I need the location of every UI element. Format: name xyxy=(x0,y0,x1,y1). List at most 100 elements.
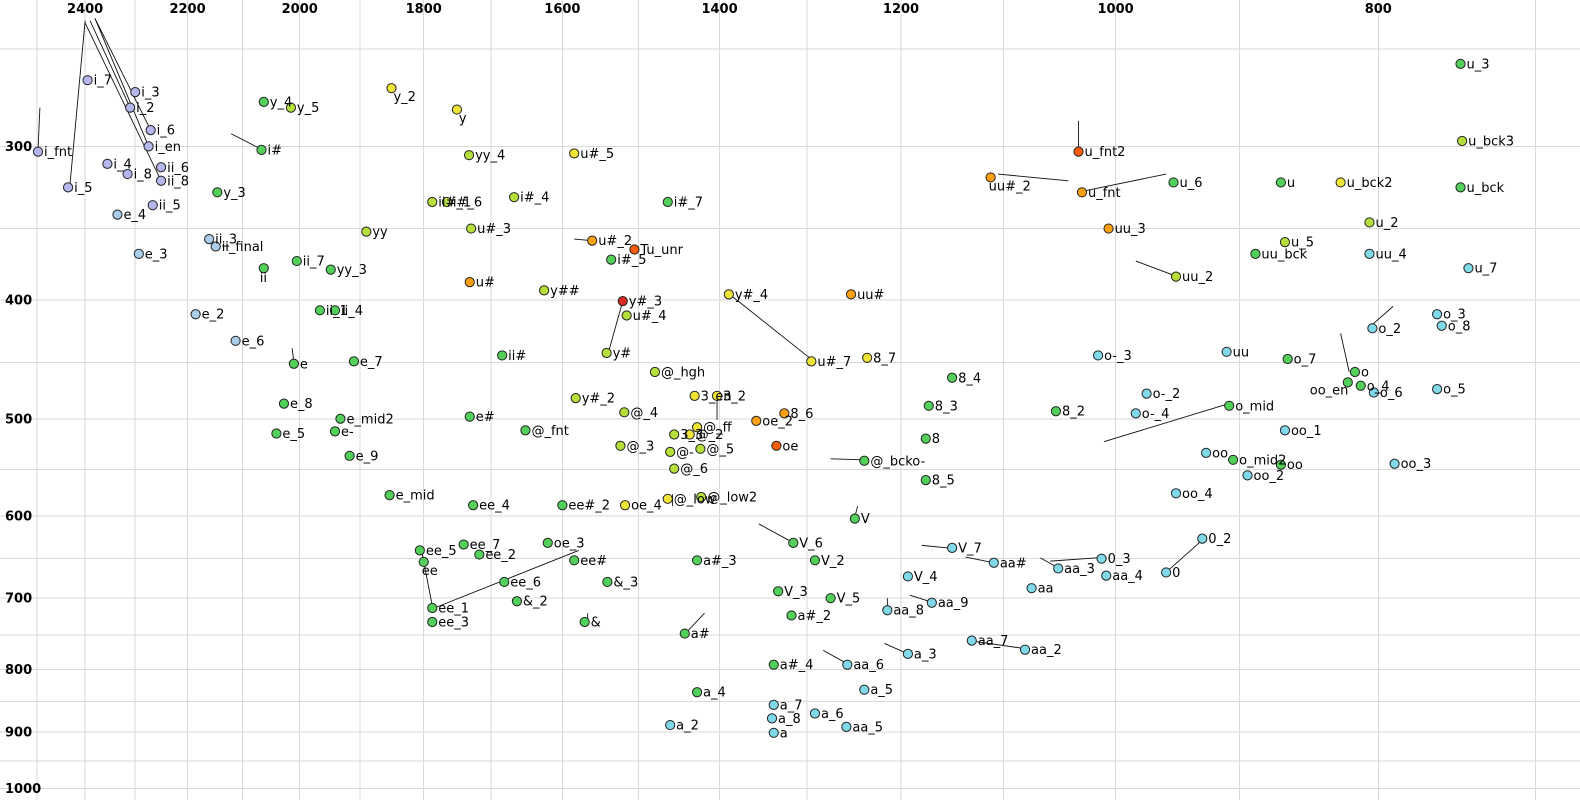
data-point xyxy=(511,596,523,607)
data-point xyxy=(679,628,690,639)
leader-line xyxy=(94,18,152,131)
point-label: 3_en xyxy=(701,389,732,404)
point-label: i_6 xyxy=(157,124,175,139)
data-point xyxy=(1463,263,1474,274)
point-label: y_2 xyxy=(393,90,415,105)
data-point xyxy=(499,576,510,588)
point-label: oe xyxy=(782,439,798,454)
point-label: aa# xyxy=(1000,556,1027,571)
point-label: uu_4 xyxy=(1375,247,1406,262)
data-point xyxy=(841,721,852,732)
point-label: ii xyxy=(260,271,267,286)
point-label: V_6 xyxy=(799,536,823,551)
point-label: ii_4 xyxy=(341,304,363,319)
data-point xyxy=(649,366,661,378)
data-point xyxy=(1053,563,1064,574)
point-label: V_7 xyxy=(958,541,982,556)
leader-line xyxy=(973,640,1023,649)
point-label: o xyxy=(1361,365,1369,380)
point-label: ee_4 xyxy=(479,499,510,514)
point-label: oo xyxy=(1287,458,1303,473)
data-point xyxy=(882,605,893,616)
point-label: @_5 xyxy=(706,442,734,457)
point-label: @_low xyxy=(674,492,716,507)
data-point xyxy=(230,335,241,346)
point-label: ee# xyxy=(580,554,607,569)
point-label: e_5 xyxy=(282,427,305,442)
data-point xyxy=(768,727,779,738)
leader-line xyxy=(1135,260,1174,276)
point-label: aa_9 xyxy=(938,596,969,611)
leader-line xyxy=(1103,404,1226,443)
y-tick-label: 800 xyxy=(5,663,32,678)
data-point xyxy=(926,597,937,608)
point-label: u_fnt xyxy=(1088,186,1121,201)
data-point xyxy=(947,542,958,553)
point-label: 8_3 xyxy=(935,399,958,414)
data-point xyxy=(414,545,425,556)
data-point xyxy=(768,699,779,710)
data-point xyxy=(601,347,612,359)
leader-line xyxy=(1040,557,1056,567)
y-tick-label: 300 xyxy=(5,140,32,155)
point-label: i#_6 xyxy=(453,196,482,211)
data-point xyxy=(1141,388,1152,399)
data-point xyxy=(464,411,475,422)
data-point xyxy=(570,392,581,404)
point-label: e_9 xyxy=(356,449,379,464)
point-label: aa_7 xyxy=(978,634,1009,649)
data-point xyxy=(155,175,167,186)
point-label: u_2 xyxy=(1375,216,1398,231)
data-point xyxy=(1455,182,1466,193)
data-point xyxy=(386,83,397,94)
point-label: uu_3 xyxy=(1115,222,1146,237)
data-point xyxy=(441,196,452,208)
point-label: ii# xyxy=(508,349,526,364)
data-point xyxy=(329,305,341,316)
leader-line xyxy=(608,300,624,351)
point-label: V_4 xyxy=(914,570,938,585)
point-label: u# xyxy=(476,276,495,291)
data-point xyxy=(190,309,201,320)
data-point xyxy=(329,426,341,437)
leader-line xyxy=(1085,173,1167,192)
data-point xyxy=(947,372,958,383)
data-point xyxy=(1076,187,1088,198)
point-label: y#_3 xyxy=(629,295,662,310)
point-label: 0 xyxy=(1172,566,1180,581)
point-label: i#_5 xyxy=(617,253,646,268)
point-label: i_2 xyxy=(136,101,154,116)
point-label: i#_4 xyxy=(520,191,549,206)
leader-line xyxy=(965,556,990,563)
point-label: @- xyxy=(676,445,694,460)
data-point xyxy=(773,586,784,597)
point-label: y# xyxy=(613,347,632,362)
point-label: uu_2 xyxy=(1182,270,1213,285)
point-label: @_low2 xyxy=(707,490,757,505)
point-label: uu xyxy=(1233,345,1249,360)
point-label: i_fnt xyxy=(44,145,72,160)
data-point xyxy=(1282,353,1293,365)
point-label: u_3 xyxy=(1467,57,1490,72)
data-point xyxy=(662,196,673,208)
leader-line xyxy=(1340,333,1350,373)
leader-line xyxy=(758,523,790,541)
data-point xyxy=(1436,320,1447,331)
point-label: u#_5 xyxy=(580,147,614,162)
point-label: y_5 xyxy=(297,101,319,116)
data-point xyxy=(723,289,734,300)
data-point xyxy=(1342,377,1353,388)
data-point xyxy=(509,192,520,203)
point-label: aa_2 xyxy=(1031,643,1062,658)
axis-tick-layer: 2400 2200 2000 1800 1600 1400 1200 1000 800 300 40… xyxy=(5,2,1392,797)
point-label: yy_4 xyxy=(475,149,505,164)
point-label: e- xyxy=(341,425,354,440)
point-label: y#_4 xyxy=(735,288,768,303)
point-label: yy_3 xyxy=(337,263,367,278)
data-point xyxy=(825,593,836,604)
data-point xyxy=(325,264,336,275)
data-point xyxy=(1242,470,1253,481)
data-point xyxy=(1364,217,1375,228)
data-point xyxy=(1355,380,1366,391)
leader-line xyxy=(230,133,260,149)
